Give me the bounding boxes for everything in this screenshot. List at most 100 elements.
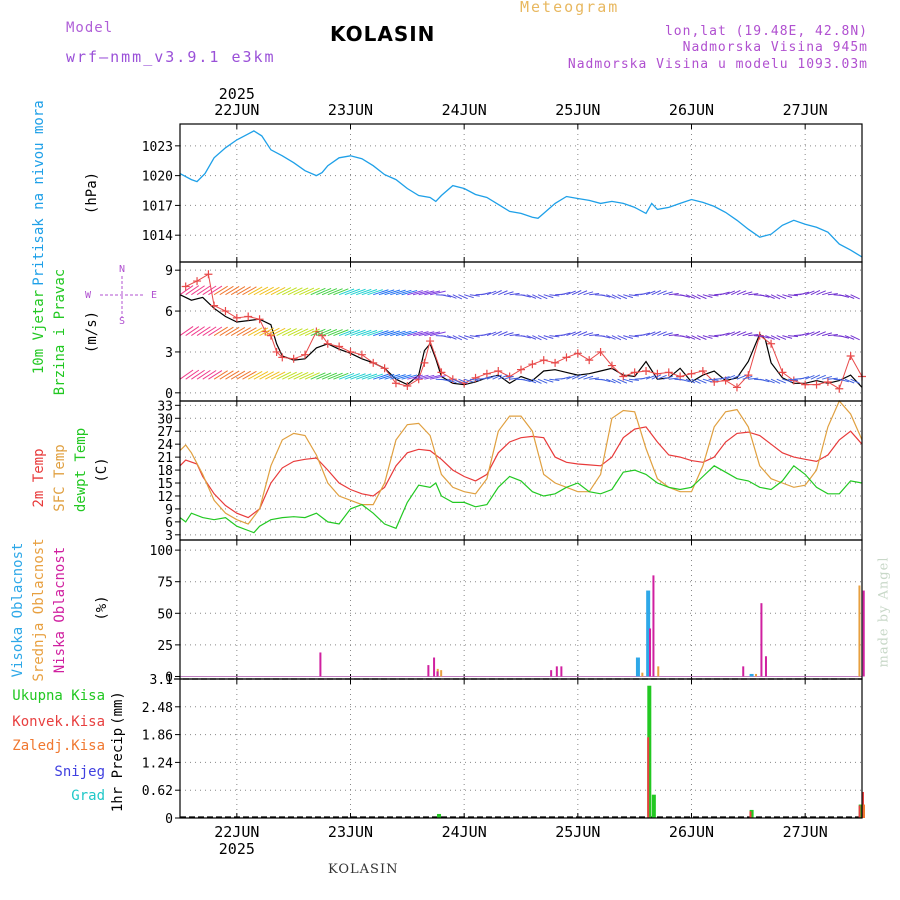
wind-direction-arrow: [230, 286, 246, 296]
wind-direction-arrow: [350, 373, 366, 380]
wind-direction-arrow: [316, 287, 332, 296]
wind-direction-arrow: [725, 331, 736, 337]
temperature-ytick-label: 27: [157, 425, 173, 440]
precip-legend-item: Grad: [71, 788, 105, 804]
wind-direction-arrow: [202, 326, 217, 337]
wind-direction-arrow: [765, 378, 775, 384]
wind-direction-arrow: [213, 285, 228, 296]
wind-direction-arrow: [719, 376, 730, 380]
wind-direction-arrow: [748, 293, 759, 296]
temperature-ytick-label: 33: [157, 399, 173, 414]
wind-direction-arrow: [293, 371, 309, 380]
compass-cross: [100, 276, 144, 318]
wind-direction-arrow: [640, 291, 651, 296]
wind-direction-arrow: [617, 294, 628, 300]
top-date-label: 26JUN: [669, 101, 714, 119]
wind-direction-arrow: [839, 335, 850, 339]
wind-gust-marker: [420, 358, 429, 367]
wind-direction-arrow: [247, 371, 263, 380]
precip-ytick-label: 3.1: [150, 673, 173, 688]
wind-gust-marker: [210, 301, 219, 310]
wind-direction-arrow: [469, 335, 480, 338]
precip-bar: [749, 809, 754, 818]
precip-bar: [858, 805, 861, 818]
wind-direction-arrow: [225, 370, 240, 380]
compass-n: N: [119, 264, 125, 275]
cloud-title-low: Niska Oblacnost: [52, 547, 68, 673]
wind-direction-arrow: [503, 375, 514, 380]
wind-direction-arrow: [628, 335, 639, 338]
wind-direction-arrow: [395, 289, 412, 296]
clouds-panel: 0 25 50 75 100 Visoka Oblacnost Srednja Oblacn…: [10, 538, 865, 685]
wind-direction-arrow: [407, 290, 423, 296]
wind-direction-arrow: [799, 376, 810, 380]
top-date-label: 27JUN: [783, 101, 828, 119]
model-value: wrf—nmm_v3.9.1 e3km: [66, 48, 276, 66]
wind-direction-arrow: [731, 290, 741, 296]
wind-ylabel: (m/s): [84, 311, 100, 353]
wind-direction-arrow: [191, 285, 205, 296]
cloud-bar: [657, 666, 660, 677]
wind-direction-arrow: [617, 335, 628, 340]
wind-direction-arrow: [822, 375, 832, 380]
wind-direction-arrow: [196, 326, 211, 337]
wind-gust-marker: [232, 313, 241, 322]
wind-direction-arrow: [571, 330, 582, 337]
wind-direction-arrow: [441, 378, 452, 383]
wind-gust-marker: [193, 277, 202, 286]
wind-direction-arrow: [549, 294, 560, 297]
wind-direction-arrow: [662, 332, 673, 337]
cloud-bar: [764, 656, 767, 677]
wind-direction-arrow: [333, 329, 349, 337]
wind-direction-arrow: [208, 285, 223, 296]
wind-direction-arrow: [589, 333, 600, 337]
wind-direction-arrow: [844, 378, 855, 384]
cloud-bar: [550, 670, 553, 677]
wind-direction-arrow: [242, 286, 257, 296]
wind-direction-arrow: [611, 335, 622, 341]
wind-gust-marker: [346, 347, 355, 356]
wind-direction-arrow: [804, 374, 815, 380]
wind-direction-arrow: [788, 294, 799, 297]
wind-direction-arrow: [617, 378, 628, 384]
wind-direction-arrow: [645, 331, 656, 337]
wind-direction-arrow: [816, 374, 826, 380]
wind-direction-arrow: [202, 370, 217, 380]
wind-direction-arrow: [668, 377, 679, 380]
wind-direction-arrow: [373, 373, 389, 380]
wind-gust-marker: [801, 380, 810, 389]
wind-direction-arrow: [560, 291, 571, 296]
precip-ylabel: (mm): [110, 691, 126, 725]
wind-direction-arrow: [708, 378, 719, 381]
temperature-ytick-label: 30: [157, 412, 173, 427]
wind-title-2: Brzina i Pravac: [52, 269, 68, 395]
wind-gust-marker: [403, 382, 412, 391]
wind-direction-arrow: [702, 378, 713, 383]
wind-direction-arrow: [577, 290, 588, 296]
wind-compass-icon: N S W E: [85, 264, 157, 327]
wind-panel: 0 3 6 9 N S W E 10m Vjetar Brzina i Pravac (m/s): [31, 262, 866, 402]
wind-direction-arrow: [333, 372, 349, 380]
wind-direction-arrow: [691, 294, 701, 300]
cloud-bar: [749, 673, 754, 677]
wind-gust-marker: [391, 379, 400, 388]
wind-ytick-label: 9: [165, 264, 173, 279]
lonlat-info: lon,lat (19.48E, 42.8N): [664, 24, 868, 39]
wind-direction-arrow: [827, 334, 838, 337]
wind-direction-arrow: [208, 326, 223, 337]
wind-direction-arrow: [327, 288, 343, 296]
wind-direction-arrow: [611, 378, 622, 384]
clouds-frame: [179, 539, 863, 680]
wind-direction-arrow: [685, 378, 696, 384]
wind-direction-arrow: [384, 374, 401, 380]
wind-gust-marker: [767, 339, 776, 348]
wind-direction-arrow: [611, 294, 622, 300]
wind-direction-arrow: [822, 332, 832, 337]
wind-direction-arrow: [259, 286, 274, 296]
wind-direction-arrow: [179, 285, 194, 296]
wind-direction-arrow: [827, 377, 838, 380]
wind-direction-arrow: [464, 378, 474, 383]
wind-direction-arrow: [492, 374, 502, 380]
wind-gust-marker: [607, 361, 616, 370]
wind-direction-arrow: [486, 331, 497, 337]
